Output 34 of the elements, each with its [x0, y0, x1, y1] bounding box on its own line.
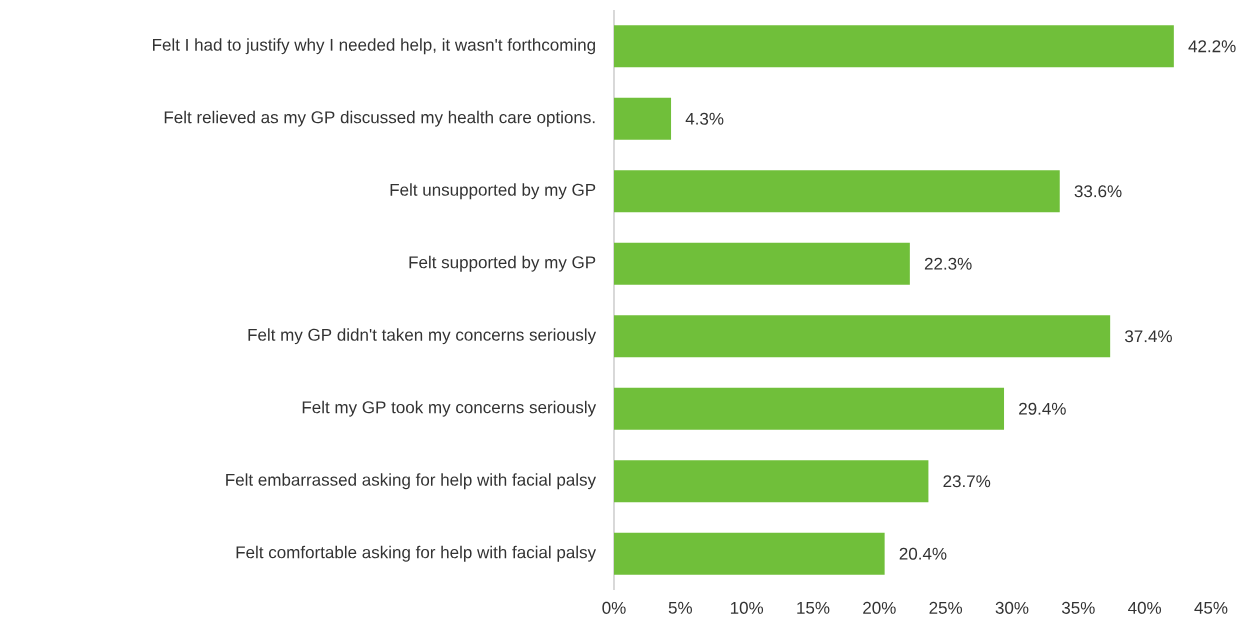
bar — [614, 242, 910, 285]
x-tick-label: 10% — [730, 601, 764, 614]
data-label: 4.3% — [685, 112, 724, 125]
y-tick-label: Felt unsupported by my GP — [390, 183, 596, 200]
y-tick-label: Felt relieved as my GP discussed my health care options. — [164, 110, 595, 127]
data-label: 20.4% — [899, 547, 947, 560]
bar — [614, 387, 1005, 430]
x-tick-label: 30% — [995, 601, 1029, 614]
bar — [614, 315, 1111, 358]
x-tick-label: 40% — [1128, 601, 1162, 614]
x-tick-label: 45% — [1194, 601, 1228, 614]
x-tick-label: 15% — [797, 601, 830, 614]
data-label: 29.4% — [1019, 402, 1066, 415]
bar — [614, 460, 929, 503]
x-tick-label: 20% — [863, 601, 896, 614]
x-tick-label: 25% — [929, 601, 963, 614]
x-tick-label: 5% — [668, 601, 693, 614]
bar — [614, 532, 885, 575]
x-tick-label: 0% — [602, 601, 626, 614]
data-label: 42.2% — [1188, 40, 1236, 53]
data-label: 33.6% — [1074, 185, 1122, 198]
y-tick-label: Felt I had to justify why I needed help, it wasn't forthcoming — [153, 38, 595, 55]
y-tick-label: Felt comfortable asking for help with facial palsy — [236, 545, 597, 562]
y-tick-label: Felt my GP took my concerns seriously — [302, 400, 597, 417]
y-tick-label: Felt embarrassed asking for help with facial palsy — [226, 473, 597, 490]
data-label: 37.4% — [1125, 330, 1172, 343]
y-tick-label: Felt supported by my GP — [409, 255, 596, 272]
data-label: 22.3% — [924, 257, 972, 270]
y-tick-label: Felt my GP didn't taken my concerns seriously — [248, 328, 597, 345]
bar — [614, 170, 1060, 213]
bar — [614, 97, 672, 140]
x-tick-label: 35% — [1061, 601, 1095, 614]
data-label: 23.7% — [943, 475, 991, 488]
bar — [614, 25, 1174, 68]
